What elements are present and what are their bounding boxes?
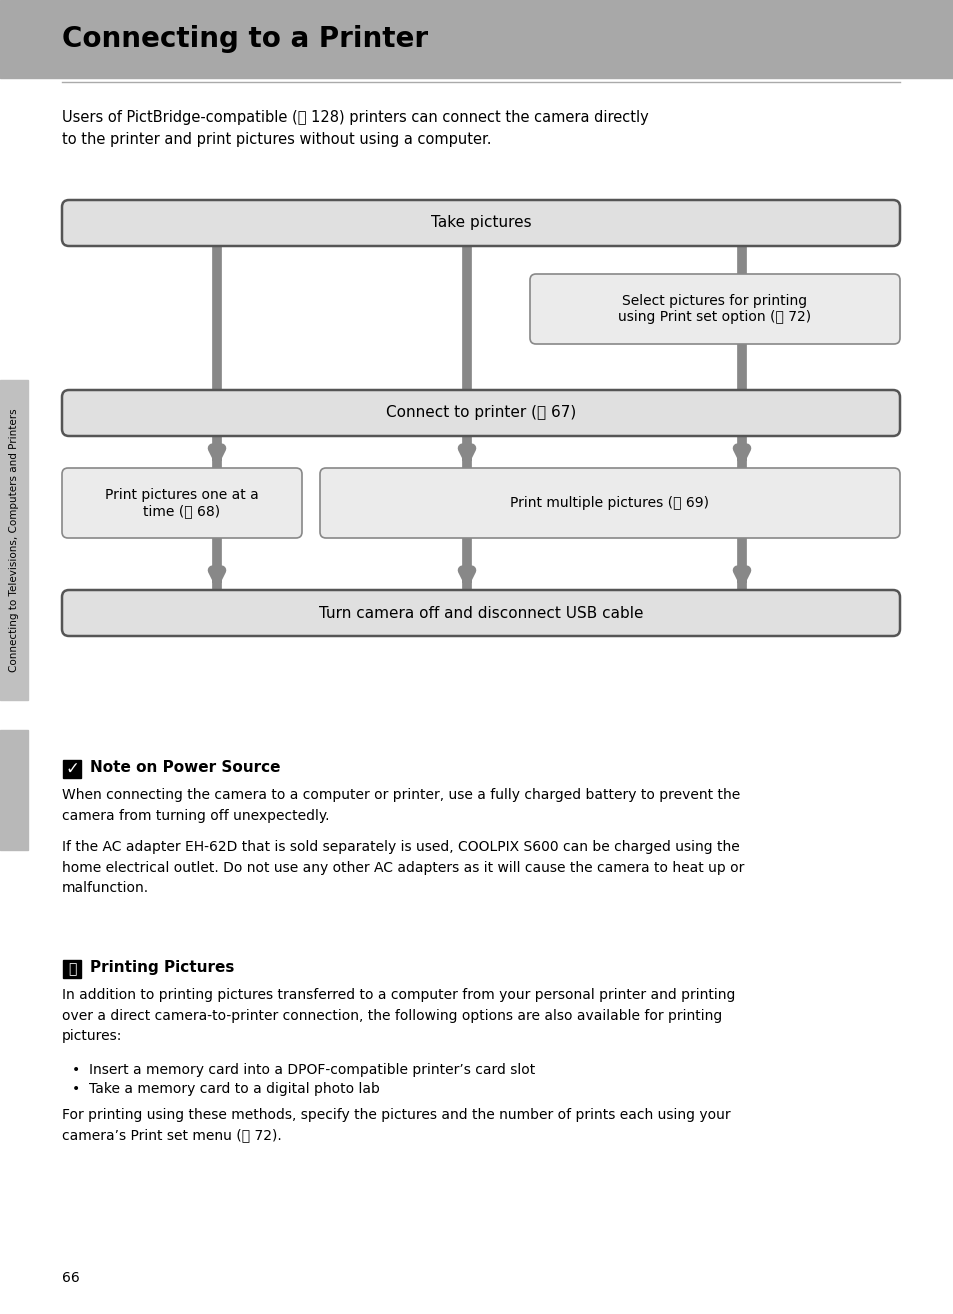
Text: Select pictures for printing
using Print set option (ⓘ 72): Select pictures for printing using Print… — [618, 294, 811, 325]
Text: Print multiple pictures (ⓘ 69): Print multiple pictures (ⓘ 69) — [510, 495, 709, 510]
Text: When connecting the camera to a computer or printer, use a fully charged battery: When connecting the camera to a computer… — [62, 788, 740, 823]
Text: 66: 66 — [62, 1271, 80, 1285]
Text: Print pictures one at a
time (ⓘ 68): Print pictures one at a time (ⓘ 68) — [105, 487, 258, 518]
Text: Connecting to a Printer: Connecting to a Printer — [62, 25, 428, 53]
FancyBboxPatch shape — [62, 390, 899, 436]
Bar — [0, 0, 953, 78]
Bar — [0, 731, 28, 850]
Text: In addition to printing pictures transferred to a computer from your personal pr: In addition to printing pictures transfe… — [62, 988, 735, 1043]
Text: •  Insert a memory card into a DPOF-compatible printer’s card slot: • Insert a memory card into a DPOF-compa… — [71, 1063, 535, 1077]
Text: If the AC adapter EH-62D that is sold separately is used, COOLPIX S600 can be ch: If the AC adapter EH-62D that is sold se… — [62, 840, 743, 895]
Text: Connecting to Televisions, Computers and Printers: Connecting to Televisions, Computers and… — [9, 409, 19, 671]
Text: For printing using these methods, specify the pictures and the number of prints : For printing using these methods, specif… — [62, 1108, 730, 1143]
FancyBboxPatch shape — [62, 200, 899, 246]
FancyBboxPatch shape — [62, 468, 302, 537]
FancyBboxPatch shape — [319, 468, 899, 537]
Text: Connect to printer (ⓘ 67): Connect to printer (ⓘ 67) — [385, 406, 576, 420]
Text: Take pictures: Take pictures — [430, 215, 531, 230]
Text: Note on Power Source: Note on Power Source — [90, 759, 280, 775]
FancyBboxPatch shape — [530, 275, 899, 344]
Text: ✓: ✓ — [65, 759, 79, 778]
Text: •  Take a memory card to a digital photo lab: • Take a memory card to a digital photo … — [71, 1081, 379, 1096]
Bar — [63, 759, 81, 778]
Bar — [0, 380, 28, 700]
FancyBboxPatch shape — [62, 590, 899, 636]
Text: Printing Pictures: Printing Pictures — [90, 961, 234, 975]
Text: ⓘ: ⓘ — [68, 962, 76, 976]
Bar — [63, 961, 81, 978]
Text: Turn camera off and disconnect USB cable: Turn camera off and disconnect USB cable — [318, 606, 642, 620]
Text: Users of PictBridge-compatible (ⓘ 128) printers can connect the camera directly
: Users of PictBridge-compatible (ⓘ 128) p… — [62, 110, 648, 147]
